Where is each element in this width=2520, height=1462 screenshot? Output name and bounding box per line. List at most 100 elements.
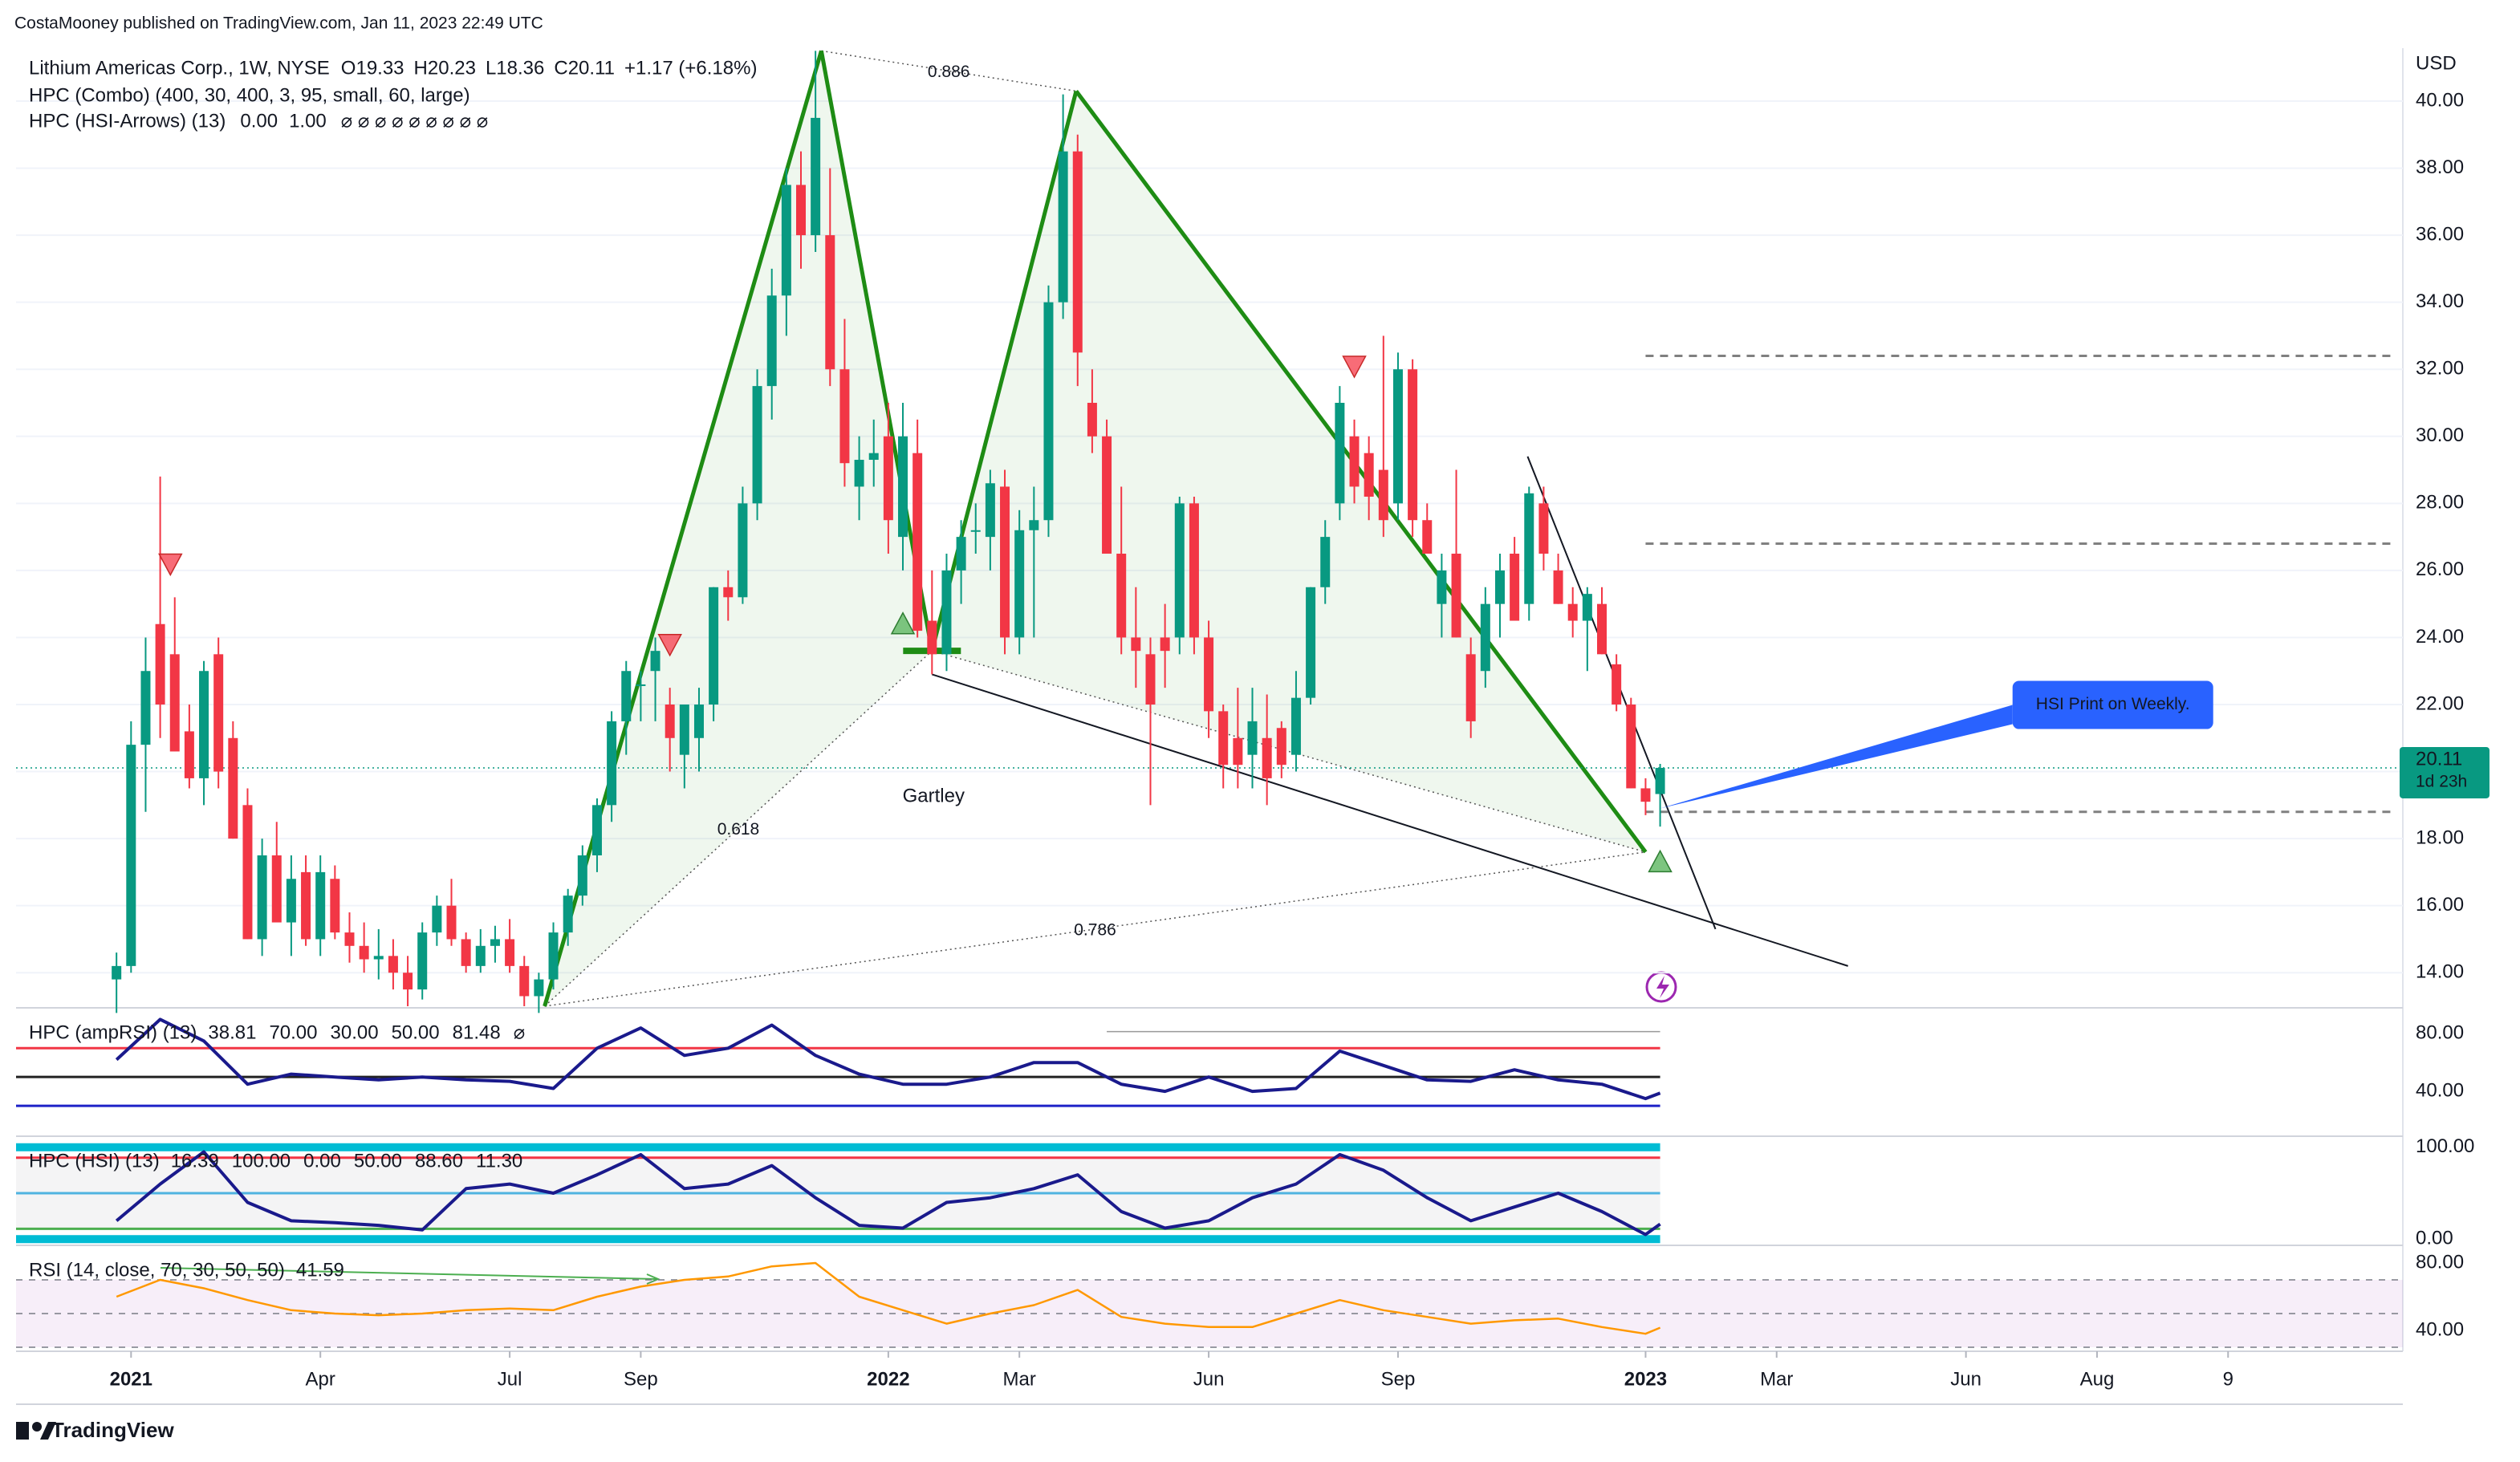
candle-body [607,721,617,806]
pane-level: 30.00 [331,1021,379,1043]
candle-body [446,905,457,940]
indicator-line [116,1261,1661,1335]
candle-body [199,671,209,778]
signal-down [657,634,682,657]
candle-body [475,945,486,966]
candle-body [126,745,136,966]
candle-body [330,879,340,933]
candle-body [388,956,398,973]
candle-body [577,855,587,896]
candle-body [1072,151,1083,353]
candle-body [1189,503,1199,638]
ratio-line [544,650,933,1007]
price-tag-value: 20.11 [2416,748,2462,770]
indicator-line [115,1017,1661,1101]
pattern-leg [929,90,1079,652]
candle-body [1116,554,1127,638]
candle-body [403,973,413,990]
y-tick-label: 38.00 [2416,156,2464,178]
candle-body [883,436,893,521]
pattern-leg [1074,89,1648,854]
candle-body [1524,493,1534,604]
candle-body [1655,767,1665,794]
candle-body [490,939,500,946]
candle-body [781,185,791,296]
signal-down [158,553,183,577]
pane-value: 41.59 [296,1259,344,1281]
ratio-label: 0.886 [928,63,970,81]
price-tag [2400,746,2490,798]
callout-text: HSI Print on Weekly. [2036,695,2190,713]
footer: TradingView [51,1418,174,1442]
tradingview-logo [16,1422,56,1440]
callout-arrow [1660,705,2013,809]
candle-body [1043,302,1054,521]
y-tick-label: 32.00 [2416,358,2464,380]
candle-body [184,731,194,778]
y-tick-label: 100.00 [2416,1135,2474,1157]
candle-body [1626,705,1636,789]
pane-title: HPC (ampRSI) (13) [29,1021,197,1043]
legend-indicator: HPC (HSI-Arrows) (13) [29,110,226,132]
ohlc-label: L [486,57,496,79]
candle-body [519,965,530,997]
candle-body [693,705,704,738]
y-tick-label: 24.00 [2416,626,2464,648]
legend-indicator: HPC (Combo) (400, 30, 400, 3, 95, small,… [29,84,470,106]
x-tick-label: 2022 [867,1368,909,1390]
pattern-name: Gartley [903,786,965,807]
trendline [1526,456,1717,930]
ratio-line [932,650,1646,853]
trendline [932,673,1848,967]
candle-body [169,654,180,752]
legend-value: 0.00 [240,110,278,132]
ohlc-value: 20.23 [428,57,476,79]
candle-body [941,570,952,655]
candle-body [1320,537,1331,587]
candle-body [868,453,879,461]
candle-body [956,537,966,571]
candle-body [738,503,748,598]
y-tick-label: 0.00 [2416,1228,2453,1249]
candle-body [1567,603,1578,621]
ohlc-value: 20.11 [568,57,615,79]
x-tick-label: Jun [1193,1368,1225,1390]
x-tick-label: Jul [498,1368,522,1390]
x-tick-label: 2021 [110,1368,152,1390]
candle-body [432,905,442,933]
y-tick-label: 28.00 [2416,492,2464,514]
candle-body [985,483,995,538]
y-tick-label: 40.00 [2416,1318,2464,1340]
ohlc-value: 19.33 [356,57,404,79]
candle-body [1160,637,1170,652]
candle-body [1597,603,1607,655]
candle-body [1392,369,1403,504]
candle-body [1131,637,1141,652]
pane-level: 50.00 [354,1150,402,1172]
candle-body [271,855,282,923]
pane-value: 16.39 [171,1150,219,1172]
x-tick-label: Sep [624,1368,658,1390]
divergence-arrow [646,1273,660,1285]
ratio-label: 0.786 [1074,920,1116,939]
x-tick-label: Sep [1381,1368,1416,1390]
pane-level: 11.30 [476,1150,522,1172]
candle-body [1538,503,1549,554]
ohlc-label: C [554,57,567,79]
candle-body [1174,503,1185,638]
y-tick-label: 36.00 [2416,223,2464,245]
candle-body [1422,520,1433,554]
candle-body [213,654,224,772]
candle-body [650,651,660,672]
legend-title: Lithium Americas Corp., 1W, NYSE [29,57,330,79]
candle-body [1233,737,1243,766]
candle-body [839,369,850,464]
candle-body [825,235,835,370]
candle-body [373,956,384,960]
pattern-leg [543,50,823,1007]
candle-body [1087,403,1097,437]
candle-body [417,932,428,990]
pane-title: HPC (HSI) (13) [29,1150,160,1172]
candle-body [723,587,734,598]
